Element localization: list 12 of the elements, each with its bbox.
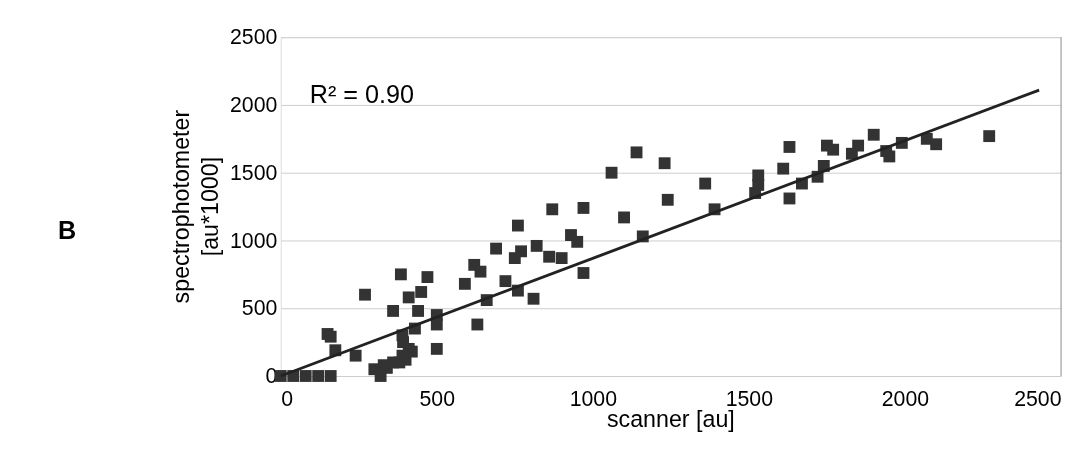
y-tick-label: 2000 xyxy=(230,93,278,118)
y-tick-label: 1500 xyxy=(230,160,278,185)
text: B xyxy=(58,215,77,244)
x-tick-label: 2000 xyxy=(881,387,930,412)
y-tick-label: 1000 xyxy=(230,228,278,253)
y-tick-label: 500 xyxy=(241,296,278,321)
x-tick-label: 0 xyxy=(281,387,294,412)
y-tick-label: 2500 xyxy=(230,25,278,50)
x-tick-label: 500 xyxy=(419,387,456,412)
x-tick-label: 2500 xyxy=(1014,387,1062,412)
annotation: R² = 0.90 xyxy=(309,80,414,109)
y-axis-title: spectrophotometer [au*1000] xyxy=(167,109,223,304)
